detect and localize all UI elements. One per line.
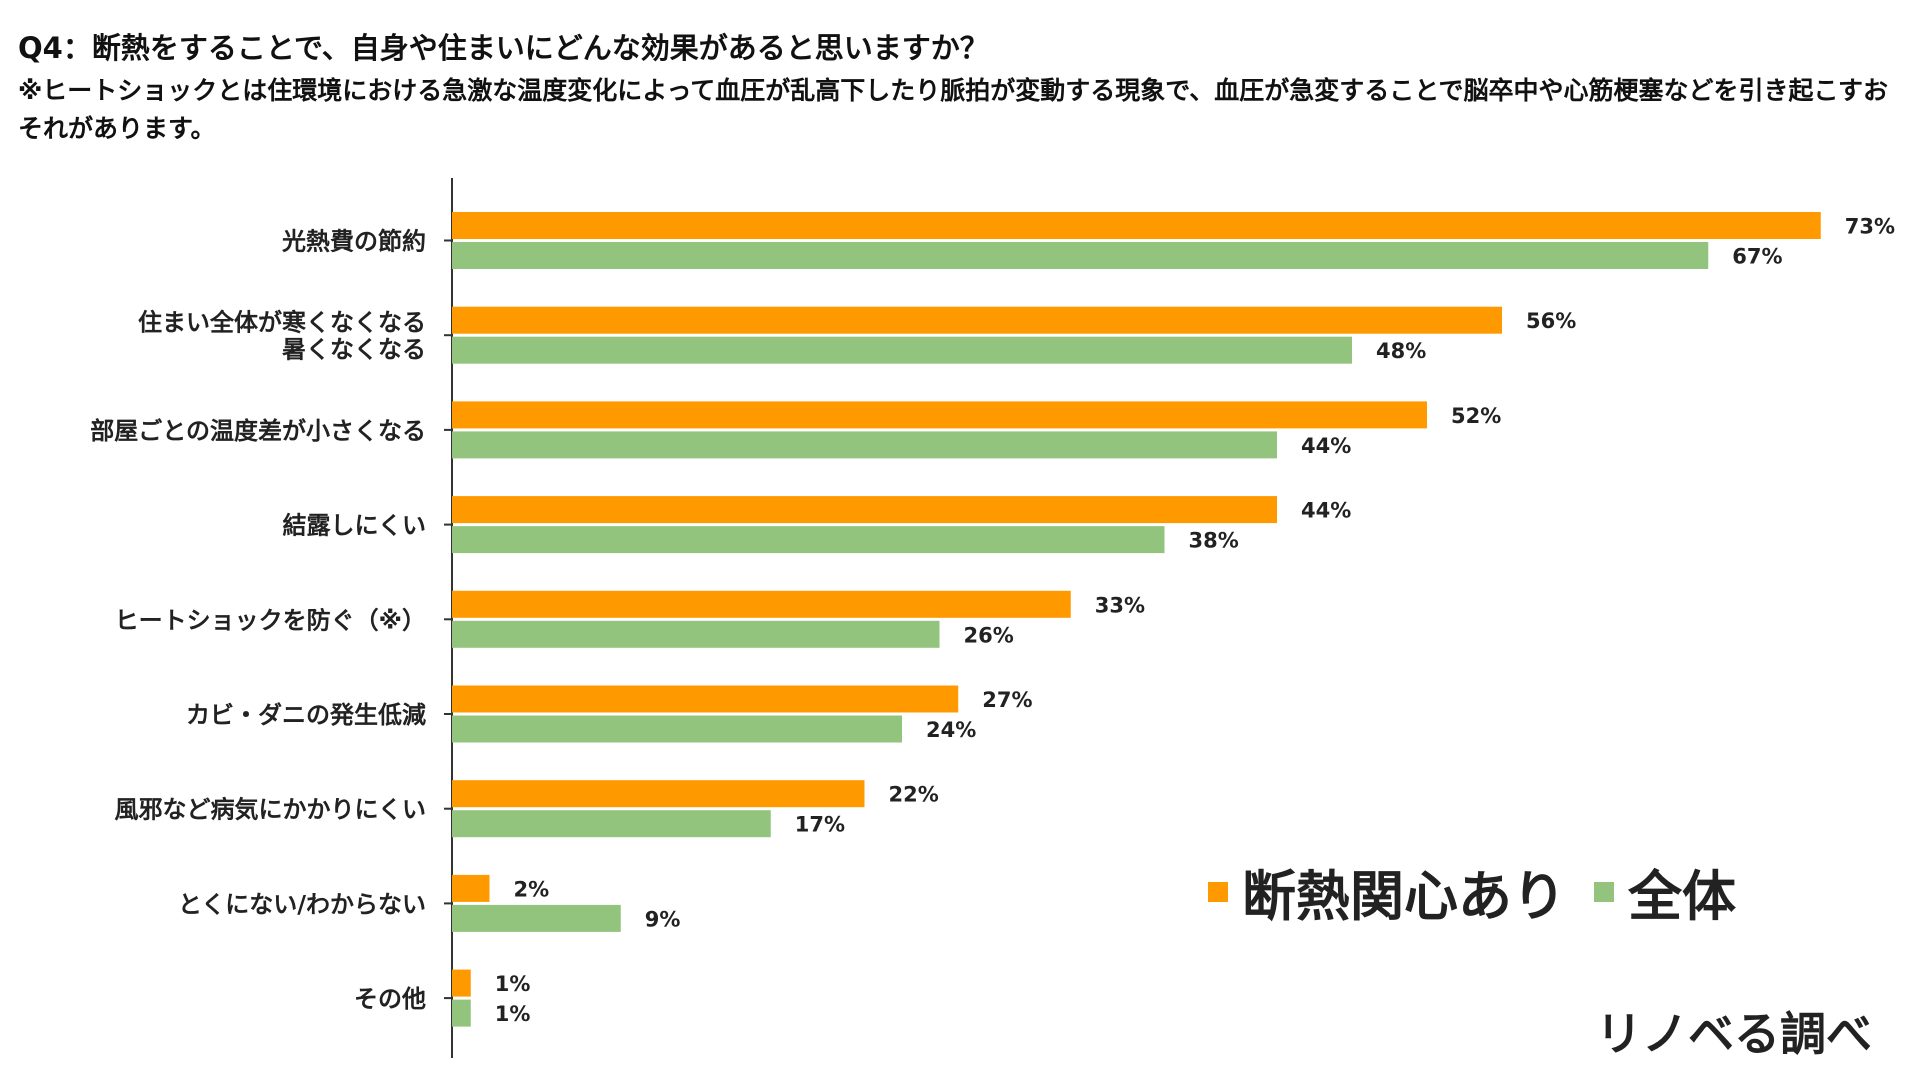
category-label: 結露しにくい bbox=[282, 512, 426, 540]
data-label: 24% bbox=[926, 718, 976, 742]
bar-series-1 bbox=[452, 780, 865, 808]
bar-series-2 bbox=[452, 904, 621, 932]
data-label: 26% bbox=[964, 623, 1014, 647]
category-label: 風邪など病気にかかりにくい bbox=[114, 796, 426, 824]
bar-series-2 bbox=[452, 336, 1352, 364]
bar-series-2 bbox=[452, 715, 902, 743]
legend-item-series-1: 断熱関心あり bbox=[1208, 852, 1566, 931]
data-label: 44% bbox=[1301, 499, 1351, 523]
data-label: 17% bbox=[795, 813, 845, 837]
legend-label-series-1: 断熱関心あり bbox=[1242, 865, 1566, 928]
data-label: 48% bbox=[1376, 339, 1426, 363]
bar-series-1 bbox=[452, 590, 1071, 618]
chart-title: Q4：断熱をすることで、自身や住まいにどんな効果があると思いますか？ bbox=[18, 31, 989, 65]
bar-series-2 bbox=[452, 242, 1709, 269]
legend-label-series-2: 全体 bbox=[1628, 865, 1736, 928]
data-label: 52% bbox=[1451, 404, 1501, 428]
category-label: 暑くなくなる bbox=[282, 336, 426, 364]
category-label: 光熱費の節約 bbox=[281, 228, 426, 256]
data-label: 56% bbox=[1526, 309, 1576, 333]
data-label: 38% bbox=[1189, 529, 1239, 553]
legend-swatch-series-2 bbox=[1594, 881, 1614, 902]
data-label: 73% bbox=[1845, 215, 1895, 239]
data-label: 44% bbox=[1301, 434, 1351, 458]
bar-series-1 bbox=[452, 401, 1427, 429]
source-credit: リノベる調べ bbox=[1596, 1007, 1872, 1061]
bar-series-1 bbox=[452, 874, 490, 902]
bar-series-2 bbox=[452, 999, 471, 1027]
data-label: 33% bbox=[1095, 593, 1145, 617]
category-label: 住まい全体が寒くなくなる bbox=[138, 309, 426, 337]
legend-item-series-2: 全体 bbox=[1594, 852, 1736, 931]
data-label: 1% bbox=[495, 1002, 531, 1026]
chart-legend: 断熱関心あり 全体 bbox=[1208, 852, 1736, 931]
bar-series-2 bbox=[452, 620, 940, 648]
bar-series-1 bbox=[452, 685, 959, 713]
bar-series-1 bbox=[452, 212, 1821, 239]
chart-note: ※ヒートショックとは住環境における急激な温度変化によって血圧が乱高下したり脈拍が… bbox=[18, 76, 1889, 143]
bar-series-2 bbox=[452, 810, 771, 838]
data-label: 27% bbox=[982, 688, 1032, 712]
data-label: 2% bbox=[514, 877, 550, 901]
category-label: カビ・ダニの発生低減 bbox=[186, 701, 426, 729]
bar-series-1 bbox=[452, 496, 1277, 524]
data-label: 1% bbox=[495, 972, 531, 996]
data-label: 67% bbox=[1732, 245, 1782, 269]
category-label: その他 bbox=[354, 985, 426, 1013]
bar-series-2 bbox=[452, 431, 1277, 459]
bar-series-2 bbox=[452, 526, 1165, 554]
category-label: とくにない/わからない bbox=[178, 890, 426, 918]
bar-series-1 bbox=[452, 969, 471, 997]
legend-swatch-series-1 bbox=[1208, 881, 1228, 902]
data-label: 9% bbox=[645, 907, 681, 931]
category-label: 部屋ごとの温度差が小さくなる bbox=[90, 417, 426, 445]
category-label: ヒートショックを防ぐ（※） bbox=[115, 606, 426, 634]
bar-series-1 bbox=[452, 306, 1502, 334]
data-label: 22% bbox=[889, 783, 939, 807]
